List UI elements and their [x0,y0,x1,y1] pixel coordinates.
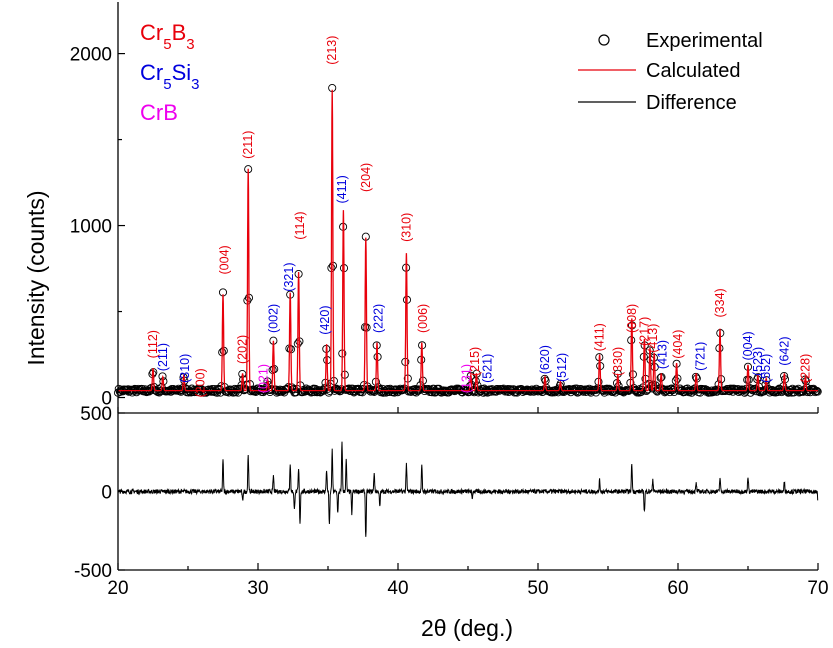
x-tick-label: 50 [527,578,548,599]
experimental-point [359,384,368,393]
hkl-label: (114) [293,211,307,239]
x-tick-label: 60 [667,578,688,599]
hkl-label: (131) [460,364,474,393]
hkl-label: (008) [625,304,639,333]
hkl-label: (211) [156,343,170,371]
hkl-label: (413) [646,324,660,353]
legend-marker [598,34,610,46]
x-tick-label: 20 [107,578,128,599]
hkl-label: (404) [671,330,685,359]
y-tick-label: 2000 [70,45,112,66]
diff-y-tick-label: -500 [74,561,112,582]
hkl-label: (222) [371,304,385,333]
experimental-point [382,385,391,394]
experimental-point [643,386,652,395]
phase-label: CrB [140,100,178,125]
hkl-label: (334) [713,288,727,317]
hkl-label: (552) [759,354,773,383]
x-axis-title: 2θ (deg.) [421,615,513,641]
experimental-point [292,388,301,397]
hkl-labels: (112)(211) (310)(200)(004)(202)(211)(021)… [146,36,812,398]
hkl-label: (310) [399,213,413,242]
intensity-axes: 0 1000 2000 [70,2,818,414]
difference-panel: -500 0 500 [74,404,819,582]
hkl-label: (112) [146,330,160,358]
experimental-point [134,384,143,393]
diff-y-tick-label: 500 [80,404,112,425]
hkl-label: (411) [335,175,349,203]
hkl-label: (642) [777,337,791,366]
hkl-label: (200) [194,368,208,397]
experimental-point [241,384,250,394]
hkl-label: (006) [416,304,430,333]
hkl-label: (321) [282,263,296,292]
difference-axes: -500 0 500 [74,404,125,582]
diff-y-tick-label: 0 [101,483,112,504]
experimental-point [572,384,581,393]
hkl-label: (202) [236,335,250,364]
legend-label: Difference [646,92,737,114]
x-axis: 20 30 40 50 60 70 [107,407,829,599]
hkl-label: (002) [266,304,280,333]
legend-label: Calculated [646,60,741,82]
y-tick-label: 1000 [70,217,112,238]
hkl-label: (420) [318,306,332,335]
experimental-point [813,387,822,396]
experimental-points [113,83,822,397]
hkl-label: (213) [325,36,339,65]
hkl-label: (310) [178,354,192,383]
difference-curve [117,441,819,537]
phase-label: Cr5B3 [140,20,195,53]
experimental-point [310,388,319,397]
experimental-point [709,387,718,396]
x-tick-label: 40 [387,578,408,599]
difference-line [117,441,819,537]
x-tick-label: 30 [247,578,268,599]
hkl-label: (523) [751,347,765,376]
hkl-label: (330) [611,347,625,376]
hkl-label: (512) [555,353,569,382]
experimental-point [747,384,756,393]
calculated-line [118,89,818,392]
hkl-label: (215) [468,347,482,376]
intensity-panel: (112)(211) (310)(200)(004)(202)(211)(021)… [70,2,822,414]
hkl-label: (228) [798,354,812,383]
y-axis-title: Intensity (counts) [23,190,49,365]
experimental-point [200,387,209,396]
hkl-label: (004) [741,331,755,360]
hkl-label: (521) [481,354,495,383]
x-tick-label: 70 [807,578,828,599]
hkl-label: (413) [656,340,670,369]
legend: Experimental Calculated Difference [578,30,763,114]
phase-labels: Cr5B3 Cr5Si3 CrB [140,20,199,125]
legend-label: Experimental [646,30,763,52]
hkl-label: (411) [593,323,607,351]
diffraction-pattern [113,83,822,397]
hkl-label: (004) [217,245,231,274]
hkl-label: (620) [538,345,552,374]
hkl-label: (211) [241,131,255,159]
hkl-label: (217) [637,317,651,346]
experimental-point [740,388,749,397]
hkl-label: (021) [257,364,271,393]
y-tick-label: 0 [101,389,112,410]
hkl-label: (721) [693,342,707,371]
hkl-label: (204) [359,163,373,192]
phase-label: Cr5Si3 [140,60,199,93]
